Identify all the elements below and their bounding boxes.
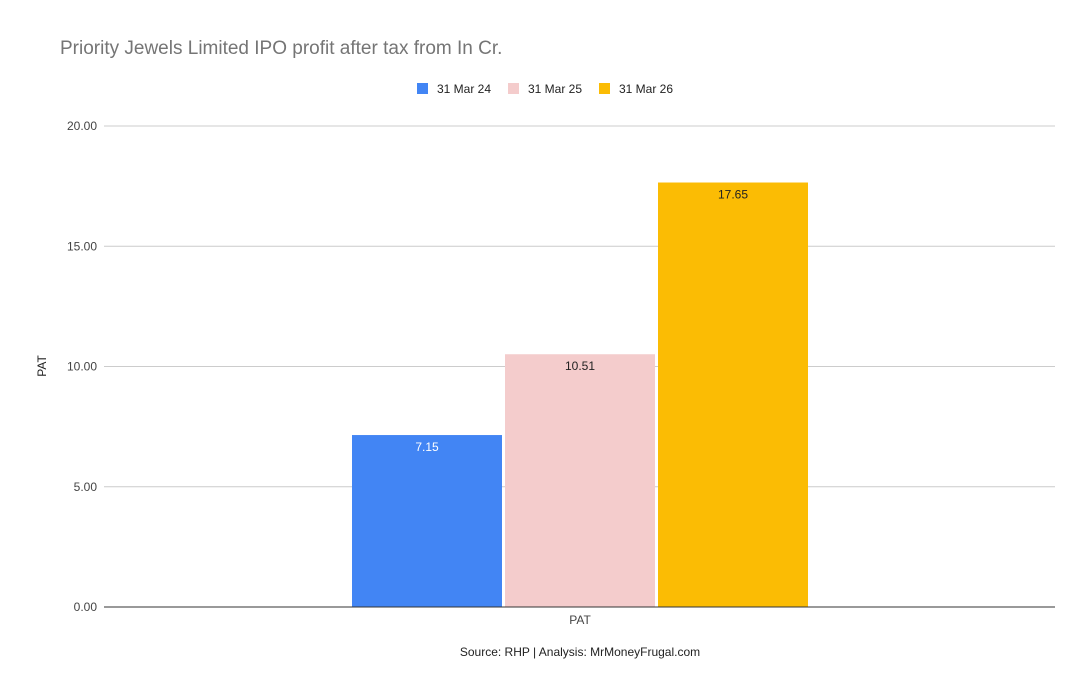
legend-label: 31 Mar 24 xyxy=(437,82,491,96)
y-axis-ticks: 0.00 5.00 10.00 15.00 20.00 xyxy=(67,119,97,614)
legend-label: 31 Mar 26 xyxy=(619,82,673,96)
legend: 31 Mar 24 31 Mar 25 31 Mar 26 xyxy=(417,82,673,96)
legend-swatch xyxy=(417,83,428,94)
y-tick-label: 10.00 xyxy=(67,360,97,374)
data-label: 7.15 xyxy=(415,440,439,454)
bar xyxy=(352,435,502,607)
y-tick-label: 20.00 xyxy=(67,119,97,133)
legend-label: 31 Mar 25 xyxy=(528,82,582,96)
bar xyxy=(505,354,655,607)
x-tick-label: PAT xyxy=(569,613,591,627)
bars xyxy=(352,182,808,607)
x-axis-categories: PAT xyxy=(569,613,591,627)
y-tick-label: 15.00 xyxy=(67,239,97,253)
y-tick-label: 0.00 xyxy=(74,600,98,614)
chart-title: Priority Jewels Limited IPO profit after… xyxy=(60,38,502,59)
data-labels: 7.15 10.51 17.65 xyxy=(415,188,748,455)
data-label: 10.51 xyxy=(565,359,595,373)
legend-swatch xyxy=(599,83,610,94)
data-label: 17.65 xyxy=(718,188,748,202)
bar xyxy=(658,182,808,607)
source-note: Source: RHP | Analysis: MrMoneyFrugal.co… xyxy=(460,645,700,659)
legend-swatch xyxy=(508,83,519,94)
y-tick-label: 5.00 xyxy=(74,480,98,494)
y-axis-title: PAT xyxy=(35,355,49,377)
